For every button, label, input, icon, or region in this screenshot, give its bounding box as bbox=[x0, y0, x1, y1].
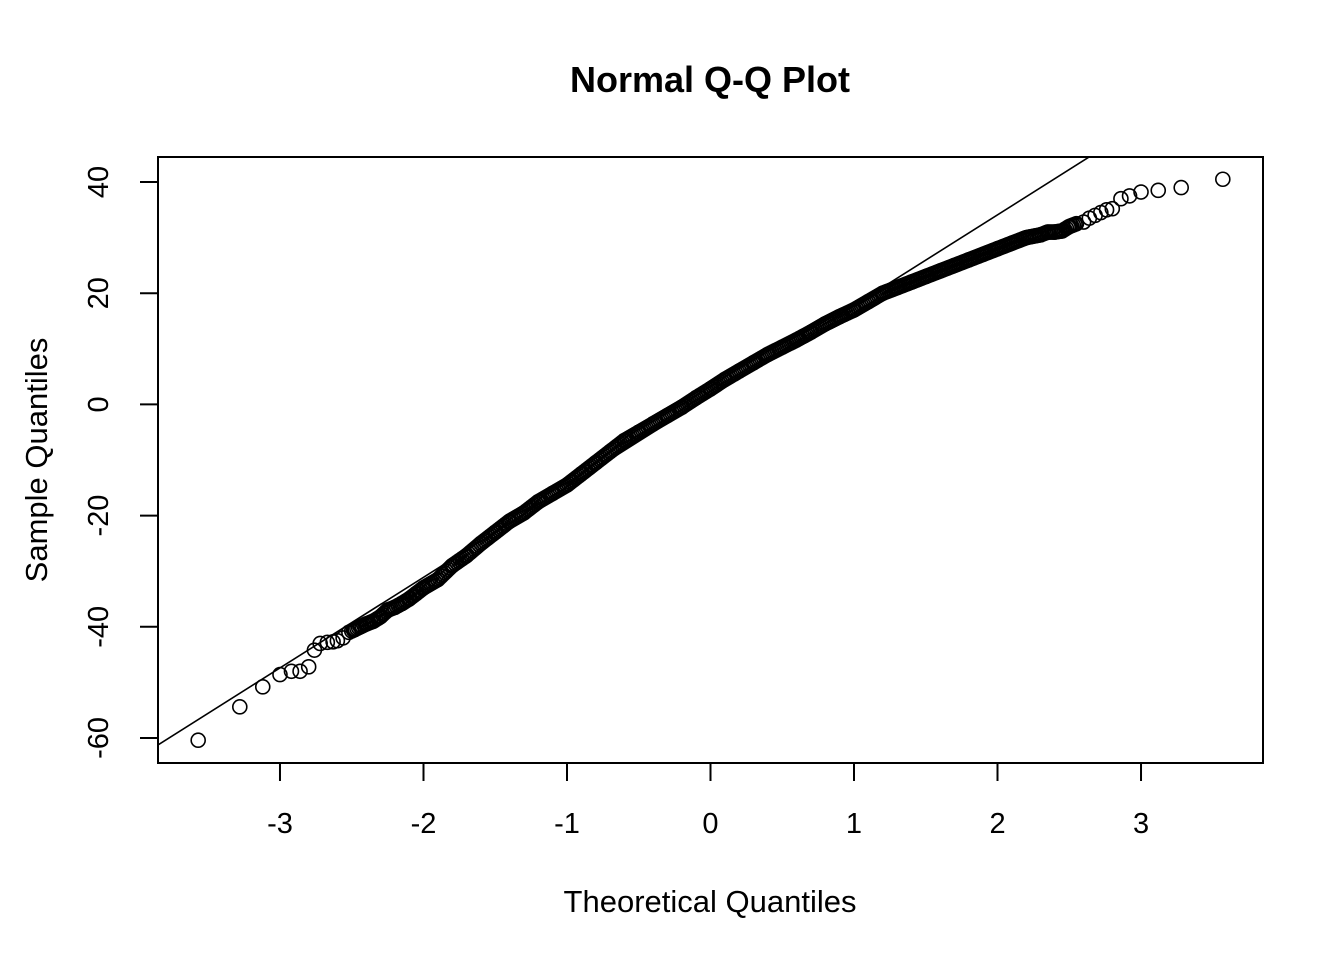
data-point bbox=[190, 732, 206, 749]
y-tick-label: -20 bbox=[83, 495, 115, 537]
x-tick-label: 0 bbox=[702, 808, 718, 840]
data-point bbox=[1133, 184, 1149, 200]
data-point bbox=[1067, 216, 1083, 233]
data-point bbox=[300, 659, 317, 675]
plot-frame bbox=[157, 156, 1264, 764]
chart-title: Normal Q-Q Plot bbox=[570, 59, 850, 100]
y-tick-label: 20 bbox=[83, 277, 115, 309]
x-axis-label: Theoretical Quantiles bbox=[564, 884, 857, 919]
data-point bbox=[1173, 179, 1190, 196]
data-point bbox=[231, 699, 248, 715]
x-tick-label: 3 bbox=[1133, 808, 1149, 840]
data-point bbox=[312, 635, 328, 652]
x-tick-label: 1 bbox=[846, 808, 862, 840]
sample-points-group bbox=[190, 171, 1231, 749]
x-axis: -3 -2 -1 0 1 2 3 bbox=[267, 763, 1149, 840]
y-tick-label: 0 bbox=[83, 396, 115, 412]
data-point bbox=[1121, 188, 1138, 204]
data-point bbox=[272, 666, 288, 683]
x-tick-label: -3 bbox=[267, 808, 293, 840]
data-point bbox=[1113, 190, 1129, 207]
data-point bbox=[319, 634, 336, 651]
y-axis: -60 -40 -20 0 20 40 bbox=[83, 166, 158, 759]
data-point bbox=[1150, 182, 1167, 199]
y-tick-label: -60 bbox=[83, 717, 115, 759]
data-point bbox=[1215, 171, 1231, 188]
x-tick-label: 2 bbox=[989, 808, 1005, 840]
x-tick-label: -2 bbox=[411, 808, 437, 840]
data-point bbox=[254, 679, 271, 695]
data-point bbox=[1098, 202, 1115, 218]
y-axis-label: Sample Quantiles bbox=[19, 338, 54, 583]
y-tick-label: 40 bbox=[83, 166, 115, 198]
data-point bbox=[292, 663, 308, 680]
data-point bbox=[283, 663, 300, 680]
data-point bbox=[1104, 200, 1121, 217]
x-tick-label: -1 bbox=[554, 808, 580, 840]
y-tick-label: -40 bbox=[83, 606, 115, 648]
